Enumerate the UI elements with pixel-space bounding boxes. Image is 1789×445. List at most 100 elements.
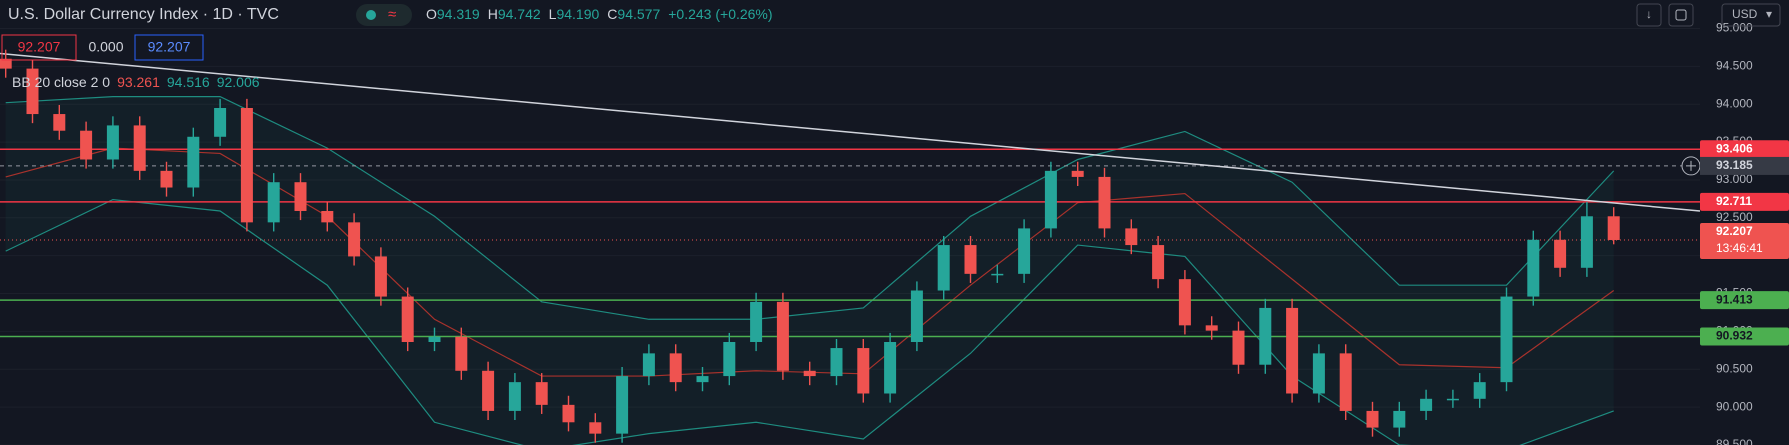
candle-body <box>562 404 575 423</box>
candle-body <box>1500 296 1513 383</box>
ohlc-value: 94.190 <box>556 6 599 22</box>
y-tick-label: 94.500 <box>1716 59 1753 73</box>
crosshair-label-box <box>1700 156 1789 175</box>
trendline <box>0 52 1701 212</box>
scroll-button[interactable] <box>1636 3 1662 27</box>
value-box-text: 0.000 <box>88 39 123 55</box>
plot-area <box>0 27 1701 445</box>
candle-body <box>53 114 66 131</box>
ohlc-value: 94.319 <box>437 6 480 22</box>
candle-body <box>1312 353 1325 394</box>
indicator-value: 94.516 <box>167 74 210 90</box>
candle-body <box>776 301 789 371</box>
candle-body <box>321 210 334 223</box>
candle-body <box>1420 398 1433 411</box>
countdown-label: 13:46:41 <box>1716 241 1763 255</box>
level-label-box <box>1700 192 1789 211</box>
indicator-value: 92.006 <box>217 74 260 90</box>
candle-body <box>455 336 468 371</box>
candle-body <box>80 130 93 160</box>
ohlc-key: O <box>426 6 437 22</box>
candle-body <box>696 376 709 383</box>
value-box-text: 92.207 <box>18 39 61 55</box>
ohlc: O94.319 H94.742 L94.190 C94.577 +0.243 (+0.2… <box>426 6 773 22</box>
status-icon: ≈ <box>388 6 396 23</box>
y-tick-label: 90.000 <box>1716 399 1753 413</box>
candle-body <box>910 290 923 343</box>
candle-body <box>642 353 655 377</box>
status-pill <box>356 4 412 26</box>
ohlc-value: 94.577 <box>617 6 660 22</box>
indicator-value: 93.261 <box>117 74 160 90</box>
candle-body <box>1393 410 1406 428</box>
candle-body <box>616 376 629 434</box>
candle-body <box>1366 410 1379 428</box>
level-label: 90.932 <box>1716 329 1753 343</box>
axis-labels: 95.00094.50094.00093.50093.00092.50092.0… <box>1700 21 1789 445</box>
scroll-icon: ↓ <box>1646 7 1652 21</box>
value-box-text: 92.207 <box>148 39 191 55</box>
currency-button[interactable] <box>1721 3 1781 27</box>
candle-body <box>214 107 227 137</box>
level-label: 91.413 <box>1716 292 1753 306</box>
candle-body <box>991 273 1004 276</box>
ohlc-key: L <box>549 6 557 22</box>
candle-body <box>1098 176 1111 229</box>
ohlc-change: +0.243 (+0.26%) <box>668 6 772 22</box>
candle-body <box>106 125 119 160</box>
candle-body <box>240 107 253 223</box>
crosshair-plus-icon <box>1686 160 1696 171</box>
candle-body <box>1259 307 1272 365</box>
candle-body <box>1554 239 1567 268</box>
fullscreen-icon <box>1675 9 1687 21</box>
candle-body <box>0 58 12 69</box>
price-axis <box>1700 0 1789 445</box>
candle-body <box>964 245 977 274</box>
candle-body <box>401 296 414 343</box>
candle-body <box>482 370 495 411</box>
candle-body <box>1071 170 1084 177</box>
candle-body <box>937 245 950 291</box>
candle-body <box>428 336 441 343</box>
candle-body <box>1205 325 1218 331</box>
candle-body <box>1044 170 1057 229</box>
level-label: 92.711 <box>1716 194 1752 208</box>
crosshair-label: 93.185 <box>1716 158 1753 172</box>
status-dot <box>366 10 376 20</box>
last-price-label: 92.207 <box>1716 224 1753 238</box>
level-label: 93.406 <box>1716 141 1753 155</box>
indicator-name: BB 20 close 2 0 <box>12 74 110 90</box>
candle-body <box>348 222 361 257</box>
candle-body <box>1607 216 1620 240</box>
candle-body <box>1580 216 1593 268</box>
y-tick-label: 89.500 <box>1716 437 1753 445</box>
ohlc-key: C <box>607 6 617 22</box>
y-tick-label: 90.500 <box>1716 361 1753 375</box>
y-tick-label: 95.000 <box>1716 21 1753 35</box>
band-fill <box>5 96 1614 445</box>
candle-body <box>1125 228 1138 246</box>
candle-body <box>1286 307 1299 394</box>
candle-body <box>133 125 146 171</box>
indicator-legend: BB 20 close 2 0 93.261 94.516 92.006 <box>12 74 260 90</box>
candle-body <box>1018 228 1031 274</box>
candle-body <box>374 256 387 297</box>
candle-body <box>589 422 602 434</box>
candle-body <box>830 348 843 377</box>
value-box <box>134 34 204 61</box>
y-tick-label: 93.000 <box>1716 172 1753 186</box>
y-tick-label: 94.000 <box>1716 96 1753 110</box>
candle-body <box>803 370 816 377</box>
currency-label: USD <box>1732 7 1758 21</box>
candle-body <box>508 382 521 411</box>
ohlc-key: H <box>488 6 498 22</box>
candle-body <box>884 342 897 394</box>
band-upper <box>5 96 1615 320</box>
candle-body <box>1527 239 1540 297</box>
legend: U.S. Dollar Currency Index · 1D · TVC ≈ … <box>1 3 1781 90</box>
candle-body <box>267 182 280 223</box>
fullscreen-button[interactable] <box>1668 3 1694 27</box>
candle-body <box>1152 245 1165 280</box>
y-tick-label: 92.500 <box>1716 210 1753 224</box>
